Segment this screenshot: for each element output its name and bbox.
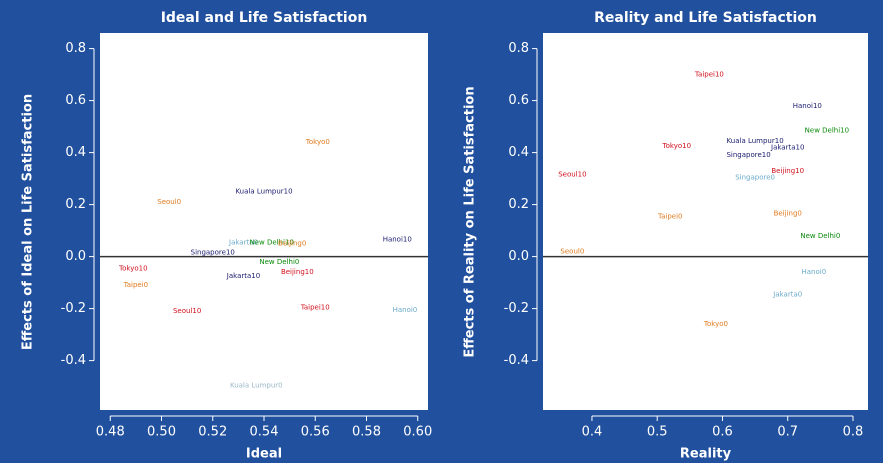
y-tick-label: -0.4 bbox=[504, 353, 529, 368]
x-axis-title: Reality bbox=[680, 447, 732, 462]
point-label: Hanoi10 bbox=[793, 102, 822, 110]
y-tick-label: -0.2 bbox=[504, 301, 529, 316]
y-tick-label: 0.8 bbox=[65, 41, 86, 56]
x-tick-label: 0.8 bbox=[843, 425, 864, 440]
chart-title: Reality and Life Satisfaction bbox=[594, 10, 817, 26]
x-tick-label: 0.4 bbox=[582, 425, 603, 440]
point-label: Kuala Lumpur0 bbox=[230, 381, 283, 389]
x-tick-label: 0.58 bbox=[352, 425, 381, 440]
point-label: Seoul0 bbox=[157, 198, 181, 206]
point-label: New Delhi10 bbox=[249, 238, 293, 246]
point-label: Singapore10 bbox=[191, 249, 235, 257]
point-label: Tokyo10 bbox=[662, 142, 692, 150]
point-label: Taipei0 bbox=[657, 212, 683, 220]
point-label: Tokyo0 bbox=[305, 138, 330, 146]
point-label: Hanoi0 bbox=[801, 268, 826, 276]
point-label: Seoul0 bbox=[560, 247, 584, 255]
point-label: Jakarta0 bbox=[772, 290, 802, 298]
y-tick-label: 0.4 bbox=[65, 145, 86, 160]
x-tick-label: 0.5 bbox=[647, 425, 668, 440]
point-label: Jakarta0 bbox=[228, 238, 258, 246]
point-label: New Delhi0 bbox=[259, 258, 299, 266]
point-label: Seoul10 bbox=[173, 307, 201, 315]
point-label: Singapore0 bbox=[735, 173, 775, 181]
y-tick-label: 0.8 bbox=[508, 41, 529, 56]
point-label: Jakarta10 bbox=[770, 143, 804, 151]
y-tick-label: -0.2 bbox=[61, 301, 86, 316]
point-label: Kuala Lumpur10 bbox=[727, 137, 784, 145]
y-tick-label: 0.0 bbox=[508, 249, 529, 264]
x-tick-label: 0.54 bbox=[250, 425, 279, 440]
x-tick-label: 0.50 bbox=[147, 425, 176, 440]
y-axis-title: Effects of Ideal on Life Satisfaction bbox=[21, 94, 36, 350]
point-label: Jakarta10 bbox=[226, 272, 260, 280]
point-label: Kuala Lumpur10 bbox=[235, 188, 292, 196]
x-tick-label: 0.52 bbox=[198, 425, 227, 440]
y-tick-label: 0.2 bbox=[508, 197, 529, 212]
point-label: Taipei0 bbox=[123, 281, 149, 289]
point-label: Taipei10 bbox=[694, 71, 724, 79]
plot-area bbox=[543, 33, 868, 410]
y-tick-label: 0.4 bbox=[508, 145, 529, 160]
y-axis-title: Effects of Reality on Life Satisfaction bbox=[463, 86, 478, 357]
point-label: Beijing10 bbox=[771, 167, 804, 175]
y-tick-label: -0.4 bbox=[61, 353, 86, 368]
x-tick-label: 0.60 bbox=[403, 425, 432, 440]
point-label: Hanoi10 bbox=[383, 236, 412, 244]
point-label: Tokyo0 bbox=[703, 320, 728, 328]
point-label: Hanoi0 bbox=[393, 306, 418, 314]
x-tick-label: 0.6 bbox=[712, 425, 733, 440]
point-label: Taipei10 bbox=[300, 303, 330, 311]
point-label: Beijing0 bbox=[774, 210, 802, 218]
x-tick-label: 0.48 bbox=[96, 425, 125, 440]
y-tick-label: 0.0 bbox=[65, 249, 86, 264]
x-tick-label: 0.7 bbox=[777, 425, 798, 440]
chart-title: Ideal and Life Satisfaction bbox=[161, 10, 368, 26]
point-label: Seoul10 bbox=[558, 171, 586, 179]
y-tick-label: 0.6 bbox=[65, 93, 86, 108]
plot-area bbox=[100, 33, 428, 410]
point-label: Tokyo10 bbox=[118, 264, 148, 272]
x-tick-label: 0.56 bbox=[301, 425, 330, 440]
point-label: New Delhi10 bbox=[805, 127, 849, 135]
point-label: Beijing0 bbox=[278, 240, 306, 248]
point-label: Singapore10 bbox=[726, 151, 770, 159]
point-label: Beijing10 bbox=[281, 268, 314, 276]
x-axis-title: Ideal bbox=[246, 447, 282, 462]
y-tick-label: 0.2 bbox=[65, 197, 86, 212]
point-label: New Delhi0 bbox=[800, 232, 840, 240]
y-tick-label: 0.6 bbox=[508, 93, 529, 108]
